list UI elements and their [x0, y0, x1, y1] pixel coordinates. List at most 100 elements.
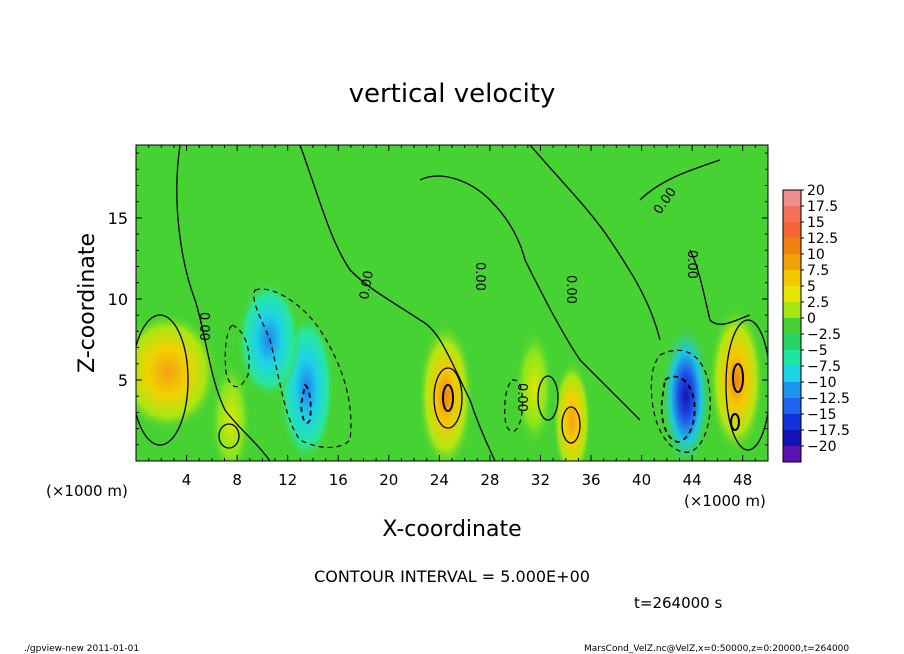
y-axis-label: Z-coordinate	[75, 233, 100, 373]
colorbar-label-15: −17.5	[807, 423, 850, 439]
contour-label-3: 0.00	[563, 275, 578, 304]
colorbar-label-9: −2.5	[807, 327, 841, 343]
contour-zero-4	[529, 145, 661, 341]
contour-zero-2	[299, 145, 496, 461]
heatmap-cell-7	[660, 321, 712, 461]
heatmap-cell-0	[136, 311, 219, 432]
contour-interval: CONTOUR INTERVAL = 5.000E+00	[314, 567, 590, 586]
contour-neg-5	[660, 375, 696, 443]
colorbar-label-7: 2.5	[807, 295, 829, 311]
colorbar-label-16: −20	[807, 439, 837, 455]
contour-pos-2	[433, 367, 463, 429]
colorbar-swatch-3	[783, 238, 801, 255]
colorbar-swatch-15	[783, 430, 801, 447]
x-unit-right: (×1000 m)	[684, 492, 766, 510]
footer-right: MarsCond_VelZ.nc@VelZ,x=0:50000,z=0:2000…	[584, 644, 849, 654]
colorbar-label-14: −15	[807, 407, 837, 423]
x-tick-label-6: 28	[480, 471, 499, 489]
heatmap-cells	[136, 279, 765, 461]
heatmap-cell-4	[417, 321, 474, 461]
x-tick-label-11: 48	[733, 471, 752, 489]
contour-neg-3	[650, 349, 711, 453]
colorbar-swatch-10	[783, 350, 801, 367]
contour-label-1: 0.00	[196, 312, 211, 341]
colorbar-swatch-11	[783, 366, 801, 383]
contour-label-4: 0.00	[514, 383, 529, 412]
x-tick-label-0: 4	[182, 471, 192, 489]
colorbar-swatch-2	[783, 222, 801, 239]
contour-lines	[136, 145, 768, 461]
contour-label-7: 0.00	[357, 270, 377, 301]
x-tick-label-4: 20	[379, 471, 398, 489]
colorbar-label-13: −12.5	[807, 391, 850, 407]
y-tick-label-0: 5	[118, 371, 128, 390]
contour-pos-1	[136, 314, 189, 446]
contour-zero-1	[176, 145, 271, 461]
heatmap-cell-6	[553, 360, 592, 461]
contour-pos-5	[537, 375, 559, 421]
colorbar-label-3: 12.5	[807, 231, 838, 247]
colorbar-label-5: 7.5	[807, 263, 829, 279]
x-tick-label-8: 36	[581, 471, 600, 489]
footer-left: ./gpview-new 2011-01-01	[24, 644, 139, 654]
x-tick-label-2: 12	[278, 471, 297, 489]
x-tick-label-1: 8	[232, 471, 242, 489]
colorbar-label-1: 17.5	[807, 199, 838, 215]
colorbar-label-4: 10	[807, 247, 825, 263]
colorbar-label-0: 20	[807, 183, 825, 199]
x-tick-label-10: 44	[683, 471, 702, 489]
colorbar-swatch-4	[783, 254, 801, 271]
x-unit-left: (×1000 m)	[46, 482, 128, 500]
x-tick-label-5: 24	[430, 471, 449, 489]
contour-pos-4	[218, 423, 240, 449]
time-stamp: t=264000 s	[634, 594, 722, 612]
colorbar-swatch-16	[783, 446, 801, 463]
colorbar-label-12: −10	[807, 375, 837, 391]
colorbar-swatch-7	[783, 302, 801, 319]
chart-title: vertical velocity	[349, 79, 556, 109]
contour-neg-6	[300, 383, 312, 425]
colorbar-swatch-8	[783, 318, 801, 335]
contour-label-5: 0.00	[684, 250, 699, 279]
contour-hot-1	[442, 384, 454, 412]
colorbar-swatch-5	[783, 270, 801, 287]
colorbar-label-11: −7.5	[807, 359, 841, 375]
colorbar-label-2: 15	[807, 215, 825, 231]
colorbar-swatch-9	[783, 334, 801, 351]
contour-hot-3	[730, 413, 740, 431]
x-axis-ticks: 4 8 12 16 20 24 28 32 36 40 44 48	[148, 145, 756, 489]
colorbar-swatch-12	[783, 382, 801, 399]
contour-zero-5	[639, 159, 721, 201]
contour-hot-2	[732, 363, 744, 393]
colorbar-swatch-6	[783, 286, 801, 303]
colorbar-swatch-1	[783, 206, 801, 223]
x-tick-label-3: 16	[329, 471, 348, 489]
colorbar-swatch-14	[783, 414, 801, 431]
heatmap-cell-8	[708, 304, 765, 455]
contour-neg-2	[224, 324, 250, 388]
colorbar-frame	[782, 189, 802, 463]
contour-neg-4	[504, 379, 524, 432]
contour-lines-negative	[224, 288, 711, 453]
contour-label-2: 0.00	[472, 262, 487, 291]
colorbar: 2017.51512.5107.552.50−2.5−5−7.5−10−12.5…	[782, 183, 850, 463]
y-axis-ticks: 5 10 15	[108, 152, 768, 446]
contour-pos-3	[725, 319, 768, 451]
colorbar-label-10: −5	[807, 343, 828, 359]
heatmap-cell-3	[237, 279, 301, 400]
colorbar-label-6: 5	[807, 279, 816, 295]
colorbar-label-8: 0	[807, 311, 816, 327]
contour-zero-3	[419, 175, 641, 421]
heatmap-cell-1	[210, 360, 252, 461]
x-tick-label-7: 32	[531, 471, 550, 489]
colorbar-swatch-0	[783, 190, 801, 207]
plot-area: 0.00 0.00 0.00 0.00 0.00 0.00 0.00	[136, 145, 768, 461]
contour-pos-6	[561, 406, 581, 444]
contour-neg-1	[253, 288, 352, 449]
y-tick-label-2: 15	[108, 209, 128, 228]
x-axis-label: X-coordinate	[382, 517, 521, 542]
colorbar-swatch-13	[783, 398, 801, 415]
y-tick-label-1: 10	[108, 290, 128, 309]
contour-zero-6	[689, 249, 751, 325]
